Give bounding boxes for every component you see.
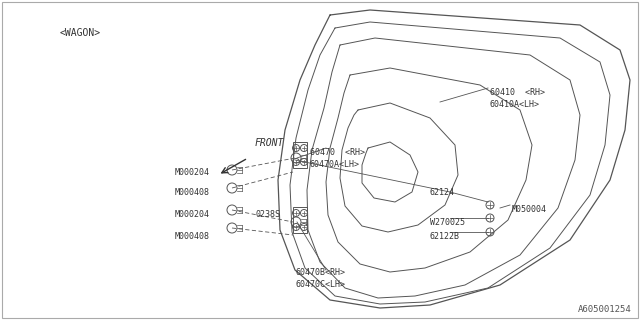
Text: M000204: M000204: [175, 168, 210, 177]
Text: 60470B<RH>
60470C<LH>: 60470B<RH> 60470C<LH>: [295, 268, 345, 289]
Text: 0238S: 0238S: [255, 210, 280, 219]
Text: 62124: 62124: [430, 188, 455, 197]
Text: 60410  <RH>
60410A<LH>: 60410 <RH> 60410A<LH>: [490, 88, 545, 109]
Text: M000408: M000408: [175, 188, 210, 197]
Text: 62122B: 62122B: [430, 232, 460, 241]
Bar: [293, 142, 307, 168]
Text: FRONT: FRONT: [255, 138, 284, 148]
Text: M000408: M000408: [175, 232, 210, 241]
Text: 60470  <RH>
60470A<LH>: 60470 <RH> 60470A<LH>: [310, 148, 365, 169]
Text: W270025: W270025: [430, 218, 465, 227]
Text: M050004: M050004: [512, 205, 547, 214]
Text: M000204: M000204: [175, 210, 210, 219]
Text: <WAGON>: <WAGON>: [60, 28, 101, 38]
Bar: [293, 207, 307, 233]
Text: A605001254: A605001254: [579, 305, 632, 314]
